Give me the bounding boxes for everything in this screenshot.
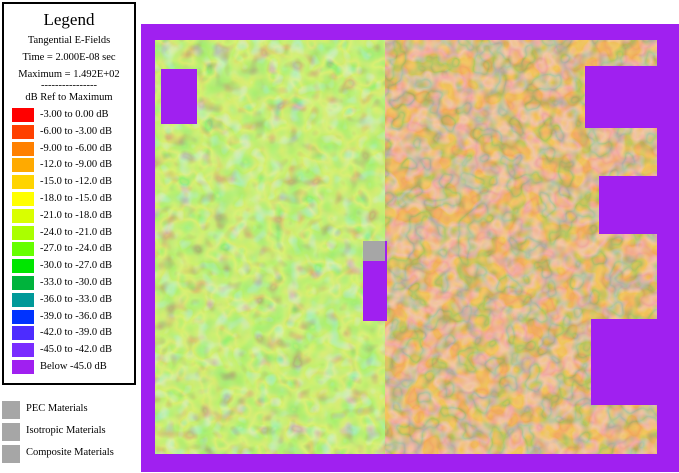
legend-swatch (12, 192, 34, 206)
legend-swatch (12, 326, 34, 341)
legend-range-label: -36.0 to -33.0 dB (40, 293, 113, 305)
port-block-left (161, 69, 197, 124)
legend-swatch (12, 276, 34, 290)
legend-swatch (12, 208, 34, 223)
legend-range-label: -39.0 to -36.0 dB (40, 310, 113, 322)
legend-swatch (12, 309, 34, 324)
legend-range-label: -42.0 to -39.0 dB (40, 327, 113, 339)
legend-range-label: -6.00 to -3.00 dB (40, 125, 113, 137)
material-swatch (2, 401, 20, 419)
legend-reference: dB Ref to Maximum (25, 92, 113, 103)
legend-separator: ---------------- (41, 80, 97, 91)
legend-swatch (12, 292, 34, 307)
port-block-right-2 (599, 176, 657, 234)
legend-range-label: -45.0 to -42.0 dB (40, 344, 113, 356)
legend-swatch (12, 343, 34, 358)
legend-swatch (12, 242, 34, 257)
legend-swatch (12, 141, 34, 156)
legend-panel: Legend Tangential E-Fields Time = 2.000E… (2, 2, 136, 385)
legend-maximum: Maximum = 1.492E+02 (18, 69, 120, 80)
legend-swatch (12, 158, 34, 173)
legend-range-label: -15.0 to -12.0 dB (40, 176, 113, 188)
legend-range-label: Below -45.0 dB (40, 361, 107, 372)
legend-swatch (12, 124, 34, 139)
legend-range-label: -33.0 to -30.0 dB (40, 277, 113, 288)
legend-title: Legend (43, 10, 95, 29)
legend-swatch (12, 108, 34, 122)
material-label: PEC Materials (26, 403, 88, 414)
material-label: Composite Materials (26, 447, 114, 458)
legend-range-label: -24.0 to -21.0 dB (40, 226, 113, 238)
legend-field-type: Tangential E-Fields (27, 35, 111, 46)
port-block-right-1 (585, 66, 659, 128)
legend-range-label: -3.00 to 0.00 dB (40, 109, 109, 120)
legend-range-label: -30.0 to -27.0 dB (40, 260, 113, 272)
pec-block (363, 241, 385, 261)
material-label: Isotropic Materials (26, 425, 106, 436)
legend-range-label: -12.0 to -9.00 dB (40, 159, 113, 171)
legend-time: Time = 2.000E-08 sec (22, 52, 116, 63)
legend-range-label: -27.0 to -24.0 dB (40, 243, 113, 255)
legend-swatch (12, 225, 34, 240)
legend-range-label: -9.00 to -6.00 dB (40, 142, 113, 154)
field-plot (141, 24, 679, 472)
material-swatch (2, 445, 20, 463)
legend-swatch (12, 175, 34, 190)
port-block-right-3 (591, 319, 659, 405)
material-swatch (2, 423, 20, 441)
legend-range-label: -18.0 to -15.0 dB (40, 193, 113, 204)
legend-swatch (12, 259, 34, 274)
legend-range-label: -21.0 to -18.0 dB (40, 209, 113, 221)
legend-swatch (12, 360, 34, 374)
